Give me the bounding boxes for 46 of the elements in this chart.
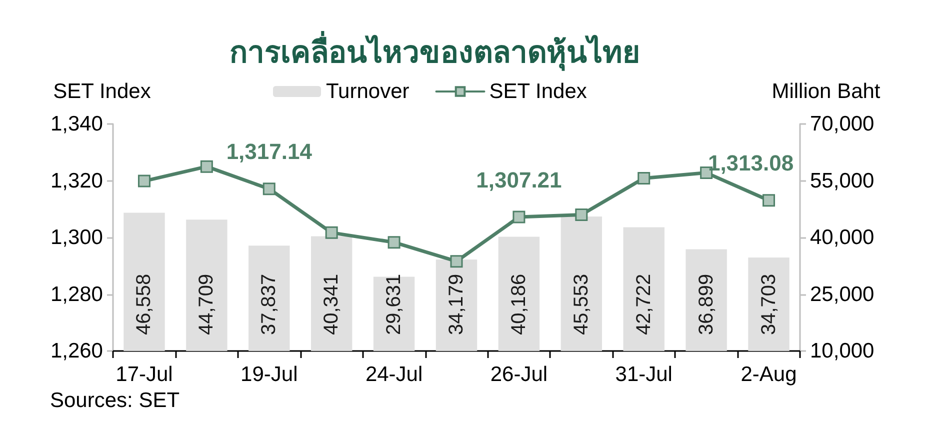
point xyxy=(388,236,400,249)
y2-tick-label: 70,000 xyxy=(810,112,874,136)
point xyxy=(638,172,650,184)
data-label: 29,631 xyxy=(383,274,406,335)
y2-tick-label: 25,000 xyxy=(810,282,874,306)
y-axis-title: SET Index xyxy=(53,80,152,103)
data-label: 37,837 xyxy=(258,274,280,335)
y2-axis-title: Million Baht xyxy=(772,80,880,103)
y2-tick-label: 40,000 xyxy=(810,226,874,249)
data-label: 46,558 xyxy=(133,274,156,335)
data-label: 40,341 xyxy=(320,274,343,335)
data-label: 36,899 xyxy=(695,274,718,335)
y-tick-label: 1,340 xyxy=(50,112,103,136)
legend-label: Turnover xyxy=(326,80,410,103)
y-tick-label: 1,320 xyxy=(50,169,103,192)
x-tick-label: 24-Jul xyxy=(365,363,423,386)
y-tick-label: 1,260 xyxy=(50,340,103,362)
point xyxy=(512,210,526,224)
data-label: 1,313.08 xyxy=(708,150,794,176)
y-tick-label: 1,300 xyxy=(50,226,103,249)
x-tick-label: 19-Jul xyxy=(240,363,298,386)
data-label: 1,307.21 xyxy=(476,167,562,192)
chart-title: การเคลื่อนไหวของตลาดหุ้นไทย xyxy=(230,30,640,72)
point xyxy=(262,182,276,196)
point xyxy=(138,174,150,188)
x-tick-label: 17-Jul xyxy=(116,363,173,386)
y-tick-label: 1,280 xyxy=(50,282,103,306)
data-label: 34,703 xyxy=(758,274,780,335)
source-note: Sources: SET xyxy=(50,389,180,412)
x-tick-label: 26-Jul xyxy=(490,363,548,386)
data-label: 44,709 xyxy=(196,274,218,335)
legend-label: SET Index xyxy=(489,80,588,103)
point xyxy=(325,226,338,239)
point xyxy=(450,255,463,268)
x-tick-label: 31-Jul xyxy=(615,363,672,386)
data-label: 45,553 xyxy=(570,274,592,335)
x-tick-label: 2-Aug xyxy=(740,363,797,386)
data-label: 1,317.14 xyxy=(226,139,313,164)
point xyxy=(762,194,776,207)
data-label: 42,722 xyxy=(632,274,655,335)
data-label: 40,186 xyxy=(508,274,530,335)
y2-tick-label: 55,000 xyxy=(810,169,874,192)
point xyxy=(200,160,213,173)
point xyxy=(575,208,588,222)
y2-tick-label: 10,000 xyxy=(810,340,874,362)
data-label: 34,179 xyxy=(446,274,468,335)
